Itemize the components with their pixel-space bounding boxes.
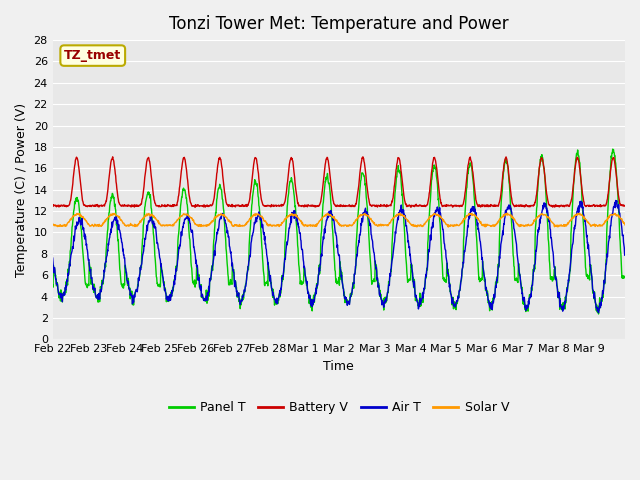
Line: Solar V: Solar V [52,213,625,227]
Line: Battery V: Battery V [52,157,625,207]
Air T [138,257,146,263]
Air T [49,255,56,261]
Battery V [475,203,483,208]
Air T [621,250,629,255]
Panel T [474,256,481,262]
Solar V [559,223,566,229]
Battery V [614,192,622,197]
Panel T [49,282,56,288]
Panel T [621,274,629,279]
Solar V [138,217,146,223]
Air T [558,305,566,311]
Battery V [49,203,56,208]
Air T [612,198,620,204]
Title: Tonzi Tower Met: Temperature and Power: Tonzi Tower Met: Temperature and Power [169,15,509,33]
Air T [313,283,321,289]
Air T [474,220,481,226]
Panel T [313,285,321,291]
Solar V [503,210,511,216]
Solar V [621,222,629,228]
Solar V [324,211,332,216]
Battery V [359,154,367,160]
Battery V [621,203,629,208]
Panel T [138,243,146,249]
Air T [324,215,332,221]
Panel T [558,307,566,312]
Battery V [138,196,146,202]
Air T [595,310,602,316]
Line: Panel T: Panel T [52,149,625,314]
Battery V [559,203,566,208]
X-axis label: Time: Time [323,360,354,373]
Panel T [614,203,622,209]
Text: TZ_tmet: TZ_tmet [64,49,122,62]
Panel T [324,175,332,180]
Air T [614,205,622,211]
Battery V [314,204,321,209]
Solar V [444,224,452,230]
Battery V [191,204,199,210]
Solar V [614,213,622,218]
Solar V [313,221,321,227]
Solar V [474,216,482,221]
Battery V [324,157,332,163]
Panel T [595,311,602,317]
Y-axis label: Temperature (C) / Power (V): Temperature (C) / Power (V) [15,103,28,277]
Legend: Panel T, Battery V, Air T, Solar V: Panel T, Battery V, Air T, Solar V [164,396,514,420]
Panel T [609,146,616,152]
Solar V [49,221,56,227]
Line: Air T: Air T [52,201,625,313]
